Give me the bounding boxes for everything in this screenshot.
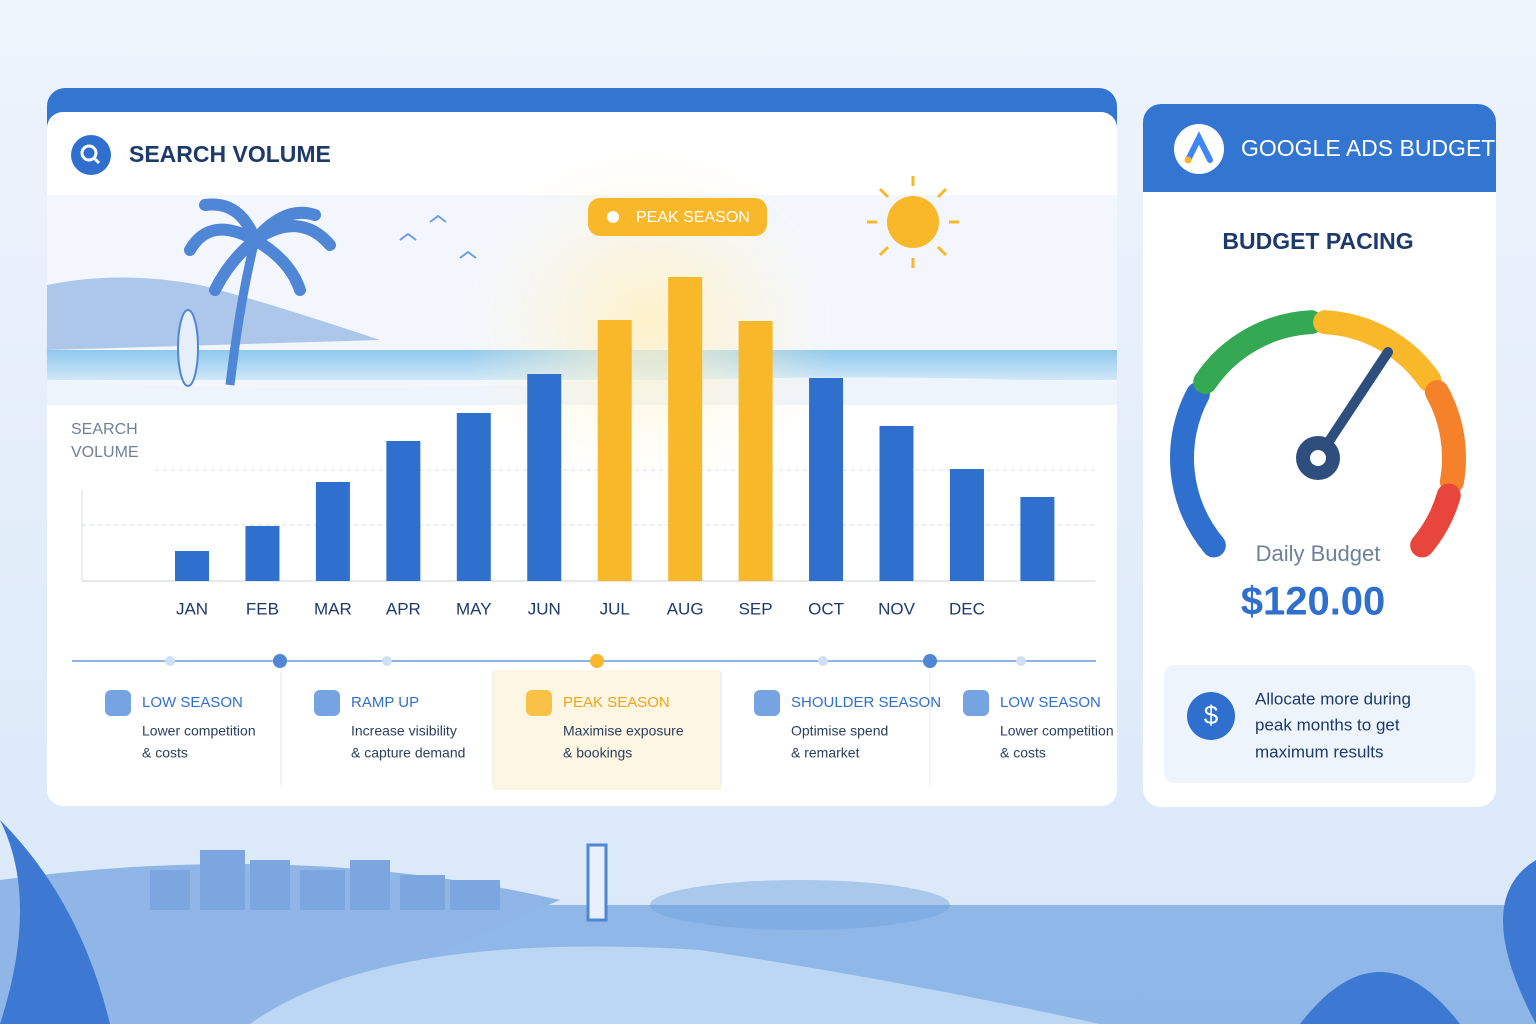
gauge-segment bbox=[1170, 382, 1226, 558]
x-tick-label: APR bbox=[386, 599, 421, 618]
season-icon bbox=[754, 690, 780, 716]
bar bbox=[386, 441, 421, 581]
budget-note: Allocate more during bbox=[1255, 689, 1411, 708]
budget-label: Daily Budget bbox=[1256, 541, 1381, 566]
x-tick-label: DEC bbox=[949, 599, 985, 618]
x-tick-label: MAR bbox=[314, 599, 352, 618]
season-title: LOW SEASON bbox=[1000, 694, 1101, 711]
budget-note: maximum results bbox=[1255, 742, 1383, 761]
bar bbox=[949, 469, 984, 581]
y-axis-label: VOLUME bbox=[71, 444, 139, 461]
bar bbox=[738, 321, 773, 581]
bar bbox=[809, 378, 844, 581]
season-list: LOW SEASON Lower competition & costs RAMP U… bbox=[105, 654, 1114, 785]
season-text: & remarket bbox=[791, 745, 860, 761]
budget-header bbox=[1143, 104, 1496, 192]
timeline-dot bbox=[923, 654, 937, 668]
season-icon bbox=[105, 690, 131, 716]
season-text: Increase visibility bbox=[351, 723, 457, 739]
gauge-hub-center bbox=[1310, 450, 1326, 466]
budget-note: peak months to get bbox=[1255, 715, 1400, 734]
search-icon-handle bbox=[92, 156, 101, 165]
x-tick-label: OCT bbox=[808, 599, 844, 618]
budget-amount: $120.00 bbox=[1241, 580, 1386, 624]
season-text: & bookings bbox=[563, 745, 632, 761]
ads-logo-dot bbox=[1184, 156, 1192, 164]
x-tick-label: JAN bbox=[176, 599, 208, 618]
season-text: Lower competition bbox=[1000, 723, 1114, 739]
season-text: Optimise spend bbox=[791, 723, 888, 739]
peak-badge-label: PEAK SEASON bbox=[636, 209, 750, 226]
gauge-segment bbox=[1424, 380, 1466, 494]
season-text: & costs bbox=[142, 745, 188, 761]
budget-title: GOOGLE ADS BUDGET bbox=[1241, 135, 1495, 161]
season-title: SHOULDER SEASON bbox=[791, 694, 941, 711]
timeline-dot bbox=[382, 656, 392, 666]
timeline-dot bbox=[273, 654, 287, 668]
x-tick-label: AUG bbox=[667, 599, 704, 618]
gauge-segment bbox=[1193, 310, 1323, 394]
x-tick-label: FEB bbox=[246, 599, 279, 618]
x-tick-label: MAY bbox=[456, 599, 492, 618]
timeline-dot bbox=[1016, 656, 1026, 666]
gauge-segment bbox=[1313, 310, 1442, 392]
note-box bbox=[1164, 665, 1475, 783]
chart-title: SEARCH VOLUME bbox=[129, 141, 331, 167]
dollar-icon bbox=[1187, 692, 1235, 740]
sun bbox=[887, 196, 939, 248]
bar bbox=[1020, 497, 1055, 581]
scenery bbox=[0, 820, 1536, 1024]
timeline-dot bbox=[165, 656, 175, 666]
timeline-dot bbox=[590, 654, 604, 668]
bar bbox=[456, 413, 491, 581]
season-title: LOW SEASON bbox=[142, 694, 243, 711]
peak-badge-sun bbox=[607, 211, 619, 223]
dollar-icon-symbol: $ bbox=[1204, 700, 1219, 730]
sun-rays bbox=[867, 176, 959, 268]
season-title: RAMP UP bbox=[351, 694, 419, 711]
search-icon bbox=[71, 135, 111, 175]
x-tick-label: JUN bbox=[528, 599, 561, 618]
search-icon-glass bbox=[80, 144, 98, 162]
peak-column-highlight bbox=[493, 670, 721, 790]
bar bbox=[527, 374, 562, 581]
timeline-dot bbox=[818, 656, 828, 666]
bar bbox=[315, 482, 350, 581]
season-text: & costs bbox=[1000, 745, 1046, 761]
season-text: Lower competition bbox=[142, 723, 256, 739]
season-icon bbox=[526, 690, 552, 716]
x-tick-label: NOV bbox=[878, 599, 916, 618]
x-tick-label: SEP bbox=[739, 599, 773, 618]
budget-subtitle: BUDGET PACING bbox=[1222, 228, 1413, 254]
bar bbox=[597, 320, 632, 581]
season-icon bbox=[314, 690, 340, 716]
y-axis-label: SEARCH bbox=[71, 421, 138, 438]
season-text: Maximise exposure bbox=[563, 723, 684, 739]
bar bbox=[668, 277, 703, 581]
season-icon bbox=[963, 690, 989, 716]
gauge bbox=[1170, 310, 1466, 558]
bar bbox=[245, 526, 280, 581]
season-title: PEAK SEASON bbox=[563, 694, 670, 711]
x-tick-label: JUL bbox=[600, 599, 630, 618]
ads-logo-mark bbox=[1185, 131, 1213, 163]
peak-badge bbox=[588, 198, 767, 236]
bar bbox=[879, 426, 914, 581]
gauge-segment bbox=[1410, 483, 1461, 558]
season-text: & capture demand bbox=[351, 745, 465, 761]
bar bbox=[175, 551, 209, 581]
